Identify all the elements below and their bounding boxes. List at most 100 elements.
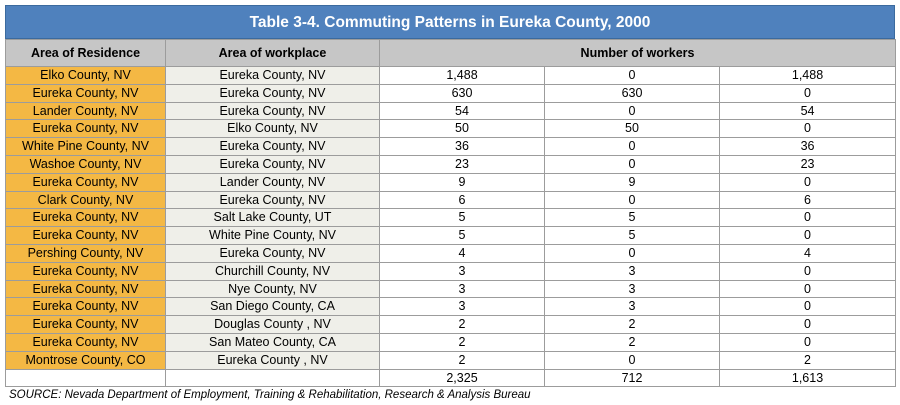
workplace-cell: Eureka County, NV xyxy=(165,66,380,85)
table-row: Clark County, NV Eureka County, NV 6 0 6 xyxy=(5,190,897,210)
table-row: Eureka County, NV Douglas County , NV 2 2 0 xyxy=(5,315,897,334)
workers-cell-1: 36 xyxy=(379,137,545,156)
residence-cell: Eureka County, NV xyxy=(5,315,166,334)
table-row: Washoe County, NV Eureka County, NV 23 0 23 xyxy=(5,154,897,174)
workers-cell-3: 0 xyxy=(718,261,897,281)
workplace-cell: Churchill County, NV xyxy=(165,261,380,281)
residence-cell: White Pine County, NV xyxy=(5,137,166,156)
table-row: Eureka County, NV San Mateo County, CA 2 2 0 xyxy=(5,332,897,352)
workers-cell-3: 0 xyxy=(718,83,897,103)
total-workers-2: 712 xyxy=(544,368,720,388)
residence-cell: Montrose County, CO xyxy=(5,350,166,370)
workers-cell-1: 5 xyxy=(379,226,545,245)
workplace-cell: White Pine County, NV xyxy=(165,226,380,245)
table-row: Eureka County, NV Eureka County, NV 630 630… xyxy=(5,83,897,103)
workers-cell-2: 0 xyxy=(544,243,720,263)
workers-cell-3: 36 xyxy=(718,137,897,156)
table-title: Table 3-4. Commuting Patterns in Eureka … xyxy=(5,5,895,39)
commuting-table: Area of Residence Area of workplace Numb… xyxy=(5,39,897,388)
workplace-cell: Salt Lake County, UT xyxy=(165,208,380,228)
workers-cell-2: 9 xyxy=(544,172,720,192)
residence-cell: Eureka County, NV xyxy=(5,172,166,192)
workers-cell-3: 0 xyxy=(718,172,897,192)
workers-cell-2: 0 xyxy=(544,154,720,174)
workplace-cell: San Diego County, CA xyxy=(165,297,380,317)
workers-cell-1: 54 xyxy=(379,101,545,121)
workers-cell-3: 0 xyxy=(718,332,897,352)
workers-cell-1: 4 xyxy=(379,243,545,263)
workers-cell-2: 0 xyxy=(544,101,720,121)
workers-cell-3: 4 xyxy=(718,243,897,263)
workers-cell-2: 50 xyxy=(544,119,720,139)
totals-blank-residence xyxy=(5,368,166,388)
total-workers-3: 1,613 xyxy=(718,368,897,388)
workplace-cell: Nye County, NV xyxy=(165,279,380,299)
residence-cell: Eureka County, NV xyxy=(5,208,166,228)
workplace-cell: Eureka County, NV xyxy=(165,137,380,156)
residence-cell: Pershing County, NV xyxy=(5,243,166,263)
workers-cell-1: 5 xyxy=(379,208,545,228)
workers-cell-3: 23 xyxy=(718,154,897,174)
workers-cell-3: 0 xyxy=(718,315,897,334)
workers-cell-2: 2 xyxy=(544,332,720,352)
header-row: Area of Residence Area of workplace Numb… xyxy=(5,39,897,67)
table-row: Montrose County, CO Eureka County , NV 2 0 2 xyxy=(5,350,897,370)
workers-cell-3: 0 xyxy=(718,119,897,139)
workers-cell-3: 0 xyxy=(718,279,897,299)
workers-cell-1: 50 xyxy=(379,119,545,139)
workers-cell-1: 2 xyxy=(379,350,545,370)
workers-cell-1: 3 xyxy=(379,297,545,317)
workplace-cell: Lander County, NV xyxy=(165,172,380,192)
workers-cell-1: 2 xyxy=(379,315,545,334)
workers-cell-2: 5 xyxy=(544,226,720,245)
workers-cell-1: 2 xyxy=(379,332,545,352)
workers-cell-2: 0 xyxy=(544,137,720,156)
workers-cell-3: 0 xyxy=(718,208,897,228)
table-row: Eureka County, NV Nye County, NV 3 3 0 xyxy=(5,279,897,299)
table-row: Lander County, NV Eureka County, NV 54 0 54 xyxy=(5,101,897,121)
table-row: Eureka County, NV San Diego County, CA 3 3 0 xyxy=(5,297,897,317)
table-row: Pershing County, NV Eureka County, NV 4 0 4 xyxy=(5,243,897,263)
workplace-cell: Eureka County, NV xyxy=(165,154,380,174)
table-body: Elko County, NV Eureka County, NV 1,488 0 1,… xyxy=(5,66,897,388)
total-workers-1: 2,325 xyxy=(379,368,545,388)
workers-cell-2: 3 xyxy=(544,279,720,299)
workplace-cell: Eureka County, NV xyxy=(165,83,380,103)
workers-cell-2: 3 xyxy=(544,261,720,281)
workers-cell-1: 3 xyxy=(379,279,545,299)
workers-cell-3: 54 xyxy=(718,101,897,121)
table-row: Eureka County, NV Lander County, NV 9 9 0 xyxy=(5,172,897,192)
workers-cell-1: 630 xyxy=(379,83,545,103)
table-row: Eureka County, NV White Pine County, NV 5 5… xyxy=(5,226,897,245)
workers-cell-2: 0 xyxy=(544,350,720,370)
table-row: Eureka County, NV Elko County, NV 50 50 0 xyxy=(5,119,897,139)
residence-cell: Eureka County, NV xyxy=(5,226,166,245)
table-row: Eureka County, NV Salt Lake County, UT 5 5 0 xyxy=(5,208,897,228)
workers-cell-2: 630 xyxy=(544,83,720,103)
residence-cell: Lander County, NV xyxy=(5,101,166,121)
workers-cell-3: 1,488 xyxy=(718,66,897,85)
workers-cell-1: 23 xyxy=(379,154,545,174)
residence-cell: Clark County, NV xyxy=(5,190,166,210)
residence-cell: Eureka County, NV xyxy=(5,279,166,299)
workers-cell-3: 6 xyxy=(718,190,897,210)
header-workers: Number of workers xyxy=(378,39,897,67)
workers-cell-1: 1,488 xyxy=(379,66,545,85)
workers-cell-2: 3 xyxy=(544,297,720,317)
workplace-cell: Eureka County, NV xyxy=(165,243,380,263)
workplace-cell: Eureka County , NV xyxy=(165,350,380,370)
workplace-cell: Elko County, NV xyxy=(165,119,380,139)
workers-cell-1: 9 xyxy=(379,172,545,192)
totals-blank-workplace xyxy=(165,368,380,388)
workers-cell-3: 2 xyxy=(718,350,897,370)
residence-cell: Elko County, NV xyxy=(5,66,166,85)
residence-cell: Eureka County, NV xyxy=(5,297,166,317)
header-workplace: Area of workplace xyxy=(165,39,380,67)
workplace-cell: San Mateo County, CA xyxy=(165,332,380,352)
table-row: Eureka County, NV Churchill County, NV 3 3 0 xyxy=(5,261,897,281)
residence-cell: Eureka County, NV xyxy=(5,332,166,352)
totals-row: 2,325 712 1,613 xyxy=(5,368,897,388)
workers-cell-1: 3 xyxy=(379,261,545,281)
workplace-cell: Douglas County , NV xyxy=(165,315,380,334)
workplace-cell: Eureka County, NV xyxy=(165,190,380,210)
